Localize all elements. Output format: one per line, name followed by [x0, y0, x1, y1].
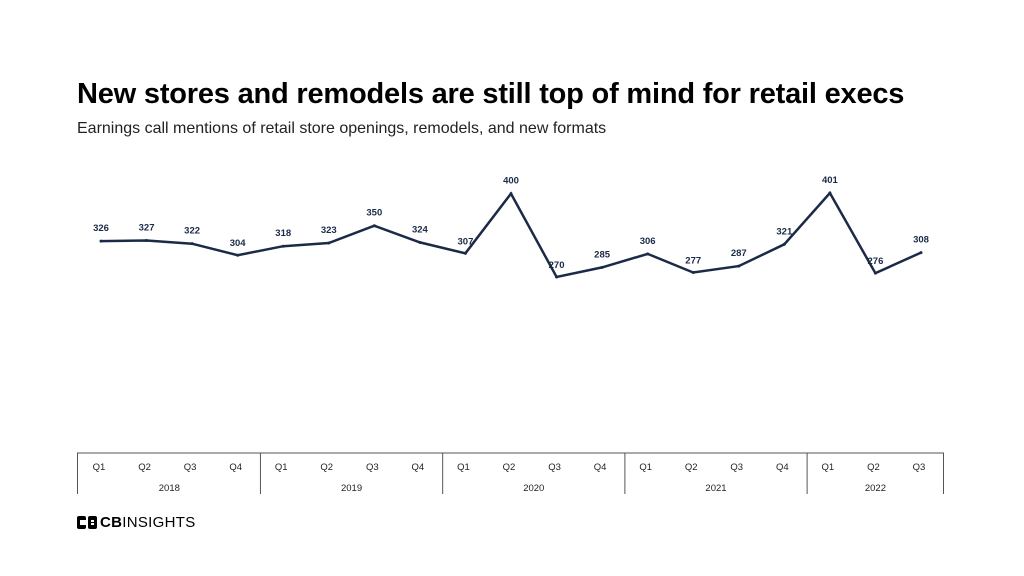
- data-point: [691, 271, 695, 275]
- data-label: 276: [868, 256, 884, 267]
- data-label: 327: [139, 222, 155, 233]
- x-tick-label: Q4: [412, 462, 425, 473]
- data-label: 287: [731, 248, 747, 259]
- logo-text-light: INSIGHTS: [122, 514, 196, 531]
- cb-insights-logo: CBINSIGHTS: [77, 514, 196, 531]
- year-label: 2019: [341, 483, 362, 494]
- data-point: [190, 242, 194, 246]
- data-label: 277: [685, 256, 701, 267]
- data-label: 306: [640, 236, 656, 247]
- data-label: 270: [549, 260, 565, 271]
- data-point: [646, 252, 650, 256]
- logo-text-bold: CB: [100, 514, 123, 531]
- x-tick-label: Q3: [184, 462, 197, 473]
- x-tick-label: Q4: [776, 462, 789, 473]
- data-label: 285: [594, 249, 611, 260]
- logo-wordmark: CBINSIGHTS: [100, 514, 196, 531]
- data-label: 324: [412, 224, 429, 235]
- data-point: [327, 241, 331, 245]
- x-tick-label: Q1: [275, 462, 288, 473]
- data-label: 326: [93, 223, 109, 234]
- x-tick-label: Q2: [138, 462, 151, 473]
- data-point: [919, 251, 923, 255]
- year-label: 2022: [865, 483, 886, 494]
- data-label: 307: [458, 236, 474, 247]
- data-label: 401: [822, 175, 839, 186]
- data-label: 318: [275, 228, 291, 239]
- data-label: 350: [366, 208, 382, 219]
- x-tick-label: Q2: [320, 462, 333, 473]
- data-point: [600, 265, 604, 269]
- data-point: [509, 192, 513, 196]
- x-tick-label: Q1: [822, 462, 835, 473]
- data-point: [782, 242, 786, 246]
- x-tick-label: Q3: [548, 462, 561, 473]
- data-point: [236, 253, 240, 257]
- data-point: [737, 264, 741, 268]
- data-point: [99, 239, 103, 243]
- x-tick-label: Q2: [503, 462, 516, 473]
- data-label: 323: [321, 225, 337, 236]
- data-point: [145, 238, 149, 242]
- year-label: 2021: [705, 483, 726, 494]
- chart-title: New stores and remodels are still top of…: [77, 78, 905, 110]
- data-point: [418, 240, 422, 244]
- x-tick-label: Q1: [457, 462, 470, 473]
- x-tick-label: Q2: [685, 462, 698, 473]
- chart-subtitle: Earnings call mentions of retail store o…: [77, 120, 607, 137]
- x-tick-label: Q4: [229, 462, 242, 473]
- data-label: 322: [184, 226, 200, 237]
- data-label: 308: [913, 235, 929, 246]
- x-tick-label: Q2: [867, 462, 880, 473]
- data-point: [372, 224, 376, 228]
- x-tick-label: Q4: [594, 462, 607, 473]
- data-point: [463, 251, 467, 255]
- x-tick-label: Q3: [913, 462, 926, 473]
- year-label: 2018: [159, 483, 180, 494]
- cb-logo-icon: [77, 516, 97, 529]
- data-point: [555, 275, 559, 279]
- x-tick-label: Q1: [639, 462, 652, 473]
- data-point: [873, 271, 877, 275]
- year-label: 2020: [523, 483, 544, 494]
- data-label: 304: [230, 238, 247, 249]
- x-tick-label: Q1: [93, 462, 106, 473]
- x-tick-label: Q3: [366, 462, 379, 473]
- data-point: [281, 244, 285, 248]
- data-label: 321: [776, 226, 793, 237]
- series-line: [100, 190, 922, 279]
- x-tick-label: Q3: [730, 462, 743, 473]
- data-point: [828, 191, 832, 195]
- data-label: 400: [503, 176, 519, 187]
